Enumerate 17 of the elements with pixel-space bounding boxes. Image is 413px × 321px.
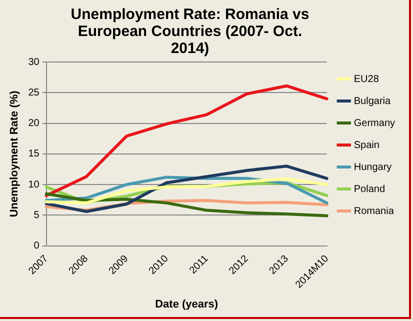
legend-label: Romania (354, 206, 394, 217)
legend-label: Germany (354, 118, 395, 129)
x-axis-title: Date (years) (155, 298, 218, 310)
legend-label: Spain (354, 140, 380, 151)
legend-label: Bulgaria (354, 96, 392, 107)
y-axis-title: Unemployment Rate (%) (8, 90, 21, 218)
y-tick-label: 5 (34, 210, 40, 221)
chart-title: Unemployment Rate: Romania vs European Countries (2007- Oct. 2014) (70, 6, 310, 57)
y-tick-label: 30 (28, 56, 40, 68)
y-tick-label: 10 (28, 179, 40, 190)
y-tick-label: 20 (28, 118, 40, 130)
legend-label: Hungary (354, 162, 392, 173)
legend-label: Poland (354, 184, 386, 195)
y-tick-label: 0 (34, 240, 40, 252)
legend-label: EU28 (354, 74, 380, 85)
y-tick-label: 25 (28, 87, 40, 98)
y-tick-label: 15 (28, 148, 40, 160)
